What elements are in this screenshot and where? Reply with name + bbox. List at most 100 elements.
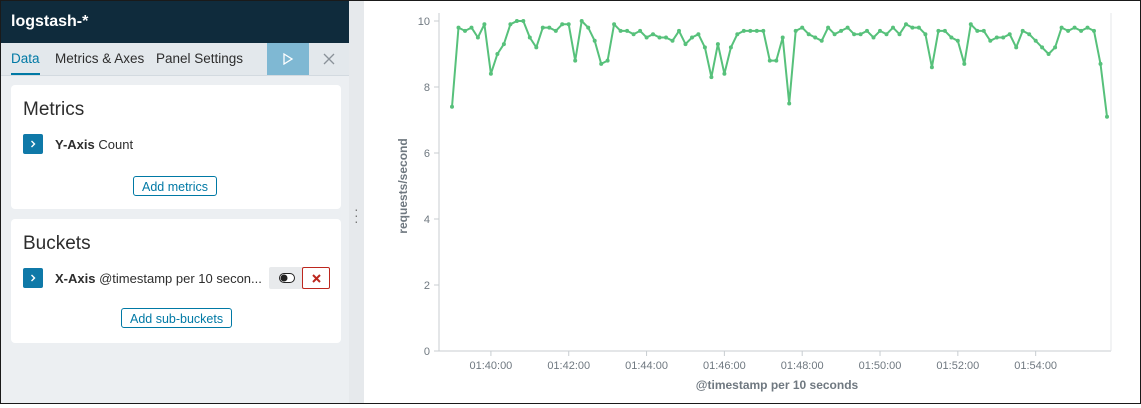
metrics-title: Metrics <box>23 99 85 120</box>
y-axis-agg-type: Count <box>98 137 134 152</box>
remove-agg-button[interactable] <box>302 267 330 289</box>
data-point <box>754 28 759 33</box>
data-point <box>566 22 571 27</box>
x-tick-label: 01:54:00 <box>1014 360 1057 372</box>
data-point <box>910 25 915 30</box>
data-point <box>1105 114 1109 119</box>
data-point <box>1066 28 1071 33</box>
data-point <box>1046 52 1051 56</box>
data-point <box>878 28 882 33</box>
data-point <box>1092 28 1096 33</box>
chevron-right-icon <box>31 274 36 282</box>
data-point <box>787 101 792 106</box>
data-point <box>469 25 474 30</box>
data-point <box>631 32 636 37</box>
tab-panel-settings[interactable]: Panel Settings <box>156 51 244 66</box>
data-point <box>638 28 643 33</box>
toggle-icon <box>279 273 295 283</box>
x-axis-title: @timestamp per 10 seconds <box>696 378 859 392</box>
data-point <box>845 25 850 30</box>
data-point <box>1033 38 1038 43</box>
data-point <box>813 35 818 40</box>
data-point <box>709 75 714 80</box>
data-point <box>715 42 720 47</box>
y-tick-label: 8 <box>424 82 430 94</box>
data-point <box>573 58 578 63</box>
data-point <box>657 35 662 40</box>
tab-data[interactable]: Data <box>11 43 40 75</box>
data-point <box>871 35 876 40</box>
data-point <box>488 71 493 76</box>
line-chart[interactable]: 0 2 4 6 8 10 01:40:00 01:42:00 01:44:00 01:46:00 0… <box>364 1 1140 403</box>
data-point <box>728 45 733 50</box>
add-metrics-button[interactable]: Add metrics <box>133 176 217 196</box>
y-axis-expand-button[interactable] <box>23 134 43 154</box>
data-point <box>1001 35 1006 40</box>
data-point <box>858 32 863 37</box>
editor-sidebar: logstash-* Data Metrics & Axes Panel Set… <box>1 1 349 403</box>
apply-changes-button[interactable] <box>267 43 309 75</box>
data-point <box>644 35 649 40</box>
data-point <box>1040 45 1045 50</box>
chevron-right-icon <box>31 140 36 148</box>
data-point <box>722 71 727 76</box>
sidebar-tabs: Data Metrics & Axes Panel Settings <box>1 43 349 76</box>
x-axis-agg-type: @timestamp per 10 secon... <box>99 271 262 286</box>
data-point <box>741 28 746 33</box>
toggle-agg-button[interactable] <box>269 267 305 289</box>
data-point <box>670 38 675 43</box>
data-point <box>735 32 740 37</box>
data-point <box>1079 28 1084 33</box>
buckets-title: Buckets <box>23 233 91 254</box>
data-point <box>592 38 597 43</box>
x-tick-label: 01:46:00 <box>703 360 746 372</box>
data-point <box>806 32 811 37</box>
x-axis-expand-button[interactable] <box>23 268 43 288</box>
data-point <box>456 25 461 30</box>
data-point <box>612 22 617 27</box>
data-point <box>1007 32 1012 37</box>
data-point <box>495 52 500 56</box>
data-point <box>677 28 681 33</box>
data-point <box>651 32 655 37</box>
data-point <box>696 32 701 37</box>
x-tick-label: 01:52:00 <box>936 360 979 372</box>
data-point <box>521 19 526 23</box>
data-point <box>599 61 604 66</box>
data-point <box>475 35 480 40</box>
data-point <box>540 25 545 30</box>
x-tick-label: 01:42:00 <box>547 360 590 372</box>
discard-button[interactable] <box>314 43 344 75</box>
data-point <box>748 28 753 33</box>
data-point <box>534 45 539 50</box>
y-tick-label: 4 <box>424 214 430 226</box>
buckets-card: Buckets X-Axis @timestamp per 10 secon..… <box>11 219 341 343</box>
data-point <box>955 38 960 43</box>
data-point <box>832 32 837 37</box>
data-point <box>826 25 831 30</box>
x-tick-label: 01:44:00 <box>625 360 668 372</box>
index-pattern-title: logstash-* <box>1 1 349 43</box>
data-point <box>501 42 506 47</box>
data-point <box>1020 28 1025 33</box>
data-point <box>761 28 766 33</box>
data-point <box>975 28 980 33</box>
data-point <box>664 35 668 40</box>
add-sub-buckets-button[interactable]: Add sub-buckets <box>121 308 233 328</box>
data-point <box>690 35 694 40</box>
sidebar-resize-handle[interactable]: · · · <box>349 1 364 403</box>
data-point <box>482 22 487 27</box>
data-point <box>683 42 688 47</box>
y-axis-agg: Y-Axis Count <box>55 137 133 152</box>
data-point <box>527 35 532 40</box>
data-point <box>508 22 513 27</box>
play-icon <box>283 53 294 65</box>
data-point <box>968 22 973 27</box>
data-point <box>1014 45 1019 50</box>
data-point <box>884 32 889 37</box>
data-point <box>780 35 785 40</box>
data-point <box>865 28 869 33</box>
data-point <box>463 28 467 33</box>
x-tick-label: 01:40:00 <box>469 360 512 372</box>
tab-metrics-axes[interactable]: Metrics & Axes <box>55 51 145 66</box>
